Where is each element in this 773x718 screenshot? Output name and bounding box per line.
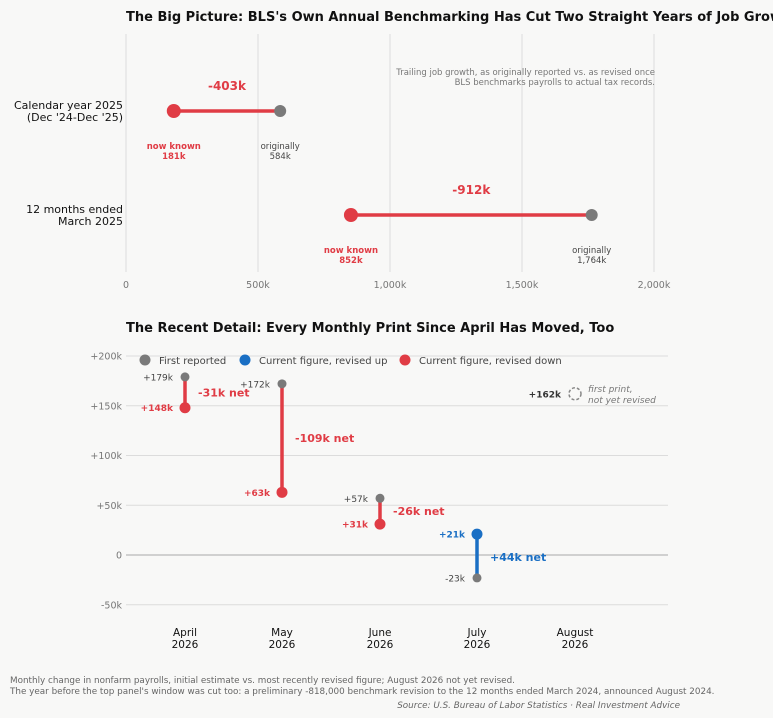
row-label: 12 months ended March 2025 — [26, 203, 123, 228]
original-dot — [274, 105, 287, 117]
current-value-label: +148k — [141, 404, 174, 414]
top-annotation: Trailing job growth, as originally repor… — [395, 68, 655, 88]
net-change-label: +44k net — [490, 551, 546, 564]
delta-label: -912k — [452, 183, 491, 197]
legend-label: First reported — [159, 356, 226, 367]
month-tick-label: June — [368, 627, 392, 639]
current-dot — [374, 518, 386, 530]
original-value-label: 1,764k — [577, 256, 606, 266]
x-tick-label: 500k — [246, 280, 270, 291]
month-tick-label: 2026 — [562, 639, 589, 651]
revised-value-label: 181k — [162, 152, 186, 162]
source-note: Source: U.S. Bureau of Labor Statistics … — [397, 701, 680, 711]
row-label: Calendar year 2025 (Dec '24-Dec '25) — [14, 99, 123, 124]
x-tick-label: 1,000k — [374, 280, 407, 291]
pending-note: first print, — [588, 385, 633, 395]
bottom-panel-title: The Recent Detail: Every Monthly Print S… — [126, 321, 614, 336]
first-reported-dot — [277, 379, 287, 389]
legend-label: Current figure, revised up — [259, 356, 387, 367]
x-tick-label: 0 — [123, 280, 129, 291]
current-dot — [276, 486, 288, 498]
y-tick-label: 0 — [116, 551, 122, 562]
first-value-label: +179k — [143, 373, 174, 383]
current-value-label: +21k — [439, 531, 466, 541]
pending-note: not yet revised — [588, 396, 656, 406]
first-reported-dot — [375, 493, 385, 503]
original-value-label: 584k — [270, 152, 291, 162]
current-dot — [179, 402, 191, 414]
month-tick-label: May — [271, 627, 293, 639]
y-tick-label: -50k — [101, 600, 123, 611]
month-tick-label: 2026 — [367, 639, 394, 651]
first-value-label: +57k — [344, 495, 369, 505]
legend-marker — [239, 354, 251, 366]
current-value-label: +63k — [244, 489, 271, 499]
net-change-label: -109k net — [295, 432, 354, 445]
top-panel-title: The Big Picture: BLS's Own Annual Benchm… — [126, 10, 773, 25]
first-value-label: +172k — [240, 380, 271, 390]
bottom-panel: -50k 0 +50k +100k +150k +200k First reported Cu… — [90, 352, 668, 651]
y-tick-label: +100k — [90, 451, 122, 462]
revised-value-label: 852k — [339, 256, 363, 266]
pending-dot — [568, 387, 582, 401]
legend-label: Current figure, revised down — [419, 356, 562, 367]
footnote-line-1: Monthly change in nonfarm payrolls, init… — [10, 676, 515, 686]
legend-marker — [399, 354, 411, 366]
month-tick-label: April — [173, 627, 197, 639]
revised-dot — [343, 208, 358, 222]
month-tick-label: 2026 — [172, 639, 199, 651]
revised-dot — [166, 104, 181, 118]
footnote-line-2: The year before the top panel's window w… — [9, 687, 714, 697]
net-change-label: -31k net — [198, 386, 250, 399]
y-tick-label: +50k — [96, 501, 122, 512]
y-tick-label: +150k — [90, 401, 122, 412]
month-tick-label: 2026 — [464, 639, 491, 651]
first-reported-dot — [472, 573, 482, 583]
original-dot — [585, 209, 598, 221]
first-value-label: +162k — [529, 390, 562, 400]
first-value-label: -23k — [445, 574, 466, 584]
delta-label: -403k — [208, 79, 247, 93]
net-change-label: -26k net — [393, 505, 445, 518]
legend-marker — [139, 354, 151, 366]
revised-value-label: now known — [324, 246, 378, 256]
original-value-label: originally — [572, 246, 611, 256]
x-tick-label: 1,500k — [506, 280, 539, 291]
original-value-label: originally — [261, 142, 300, 152]
current-dot — [471, 528, 483, 540]
first-reported-dot — [180, 372, 190, 382]
month-tick-label: August — [557, 627, 594, 639]
month-tick-label: 2026 — [269, 639, 296, 651]
month-tick-label: July — [467, 627, 487, 639]
x-tick-label: 2,000k — [638, 280, 671, 291]
current-value-label: +31k — [342, 521, 369, 531]
revised-value-label: now known — [147, 142, 201, 152]
top-panel: 0 500k 1,000k 1,500k 2,000k Trailing job grow… — [14, 34, 671, 291]
y-tick-label: +200k — [90, 352, 122, 363]
